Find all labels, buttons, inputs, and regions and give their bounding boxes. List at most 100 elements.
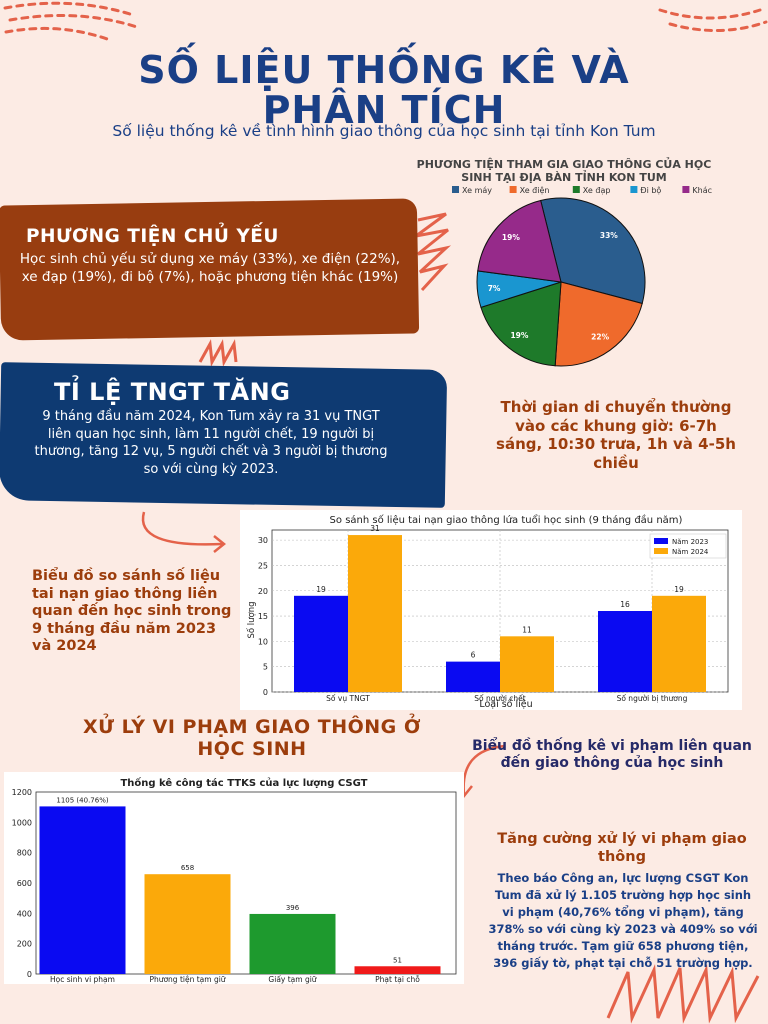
cmp-bar: [446, 661, 500, 692]
ttks-xtick-label: Phương tiện tạm giữ: [149, 975, 226, 984]
cmp-xtick-label: Số vụ TNGT: [326, 694, 370, 703]
pie-legend-swatch: [630, 186, 638, 193]
pie-legend-swatch: [572, 186, 580, 193]
cmp-ytick-label: 15: [258, 612, 268, 621]
pie-slice-label: 22%: [591, 333, 609, 342]
ttks-ytick-label: 0: [27, 970, 32, 979]
cmp-xtick-label: Số người bị thương: [617, 694, 688, 703]
pie-title-line2: SINH TẠI ĐỊA BÀN TỈNH KON TUM: [461, 170, 666, 184]
ttks-xtick-label: Giấy tạm giữ: [268, 975, 317, 984]
pie-slice-label: 19%: [510, 331, 528, 340]
cmp-legend-label: Năm 2024: [672, 548, 709, 556]
cmp-legend-label: Năm 2023: [672, 538, 708, 546]
pie-legend-label: Khác: [692, 186, 712, 195]
vehicle-body: Học sinh chủ yếu sử dụng xe máy (33%), x…: [19, 251, 401, 285]
ttks-plot: 0 200 400 600 800 1000 1200 1105 (40.76%) Học si…: [12, 788, 457, 984]
statistics-caption: Biểu đồ thống kê vi phạm liên quan đến g…: [472, 738, 752, 771]
compare-caption: Biểu đồ so sánh số liệu tai nạn giao thô…: [32, 568, 232, 654]
cmp-ylabel: Số lượng: [246, 601, 257, 638]
cmp-legend-swatch: [654, 548, 668, 554]
cmp-bar-label: 31: [370, 524, 380, 533]
cmp-ytick-label: 30: [258, 536, 268, 545]
ttks-bar-label: 51: [393, 956, 402, 964]
ttks-bar-label: 658: [181, 864, 194, 872]
cmp-plot: 0 5 10 15 20 25 30 19 31 Số vụ TNGT 6 11 Số người ch…: [258, 524, 729, 703]
ttks-bar: [39, 806, 126, 974]
pie-legend: Xe máy Xe điện Xe đạp Đi bộ Khác: [452, 185, 712, 196]
cmp-bar-label: 19: [674, 585, 684, 594]
page-title: SỐ LIỆU THỐNG KÊ VÀ PHÂN TÍCH: [0, 50, 768, 130]
accident-compare-chart: So sánh số liệu tai nạn giao thông lứa t…: [246, 513, 729, 710]
cmp-bar-label: 6: [471, 651, 476, 660]
pie-slice: [480, 281, 562, 367]
violations-section-title: XỬ LÝ VI PHẠM GIAO THÔNG Ở HỌC SINH: [0, 716, 504, 760]
ttks-ytick-label: 400: [17, 909, 32, 918]
ttks-ytick-label: 200: [17, 940, 32, 949]
ttks-xtick-label: Phạt tại chỗ: [375, 975, 420, 984]
pie-legend-label: Xe điện: [520, 185, 550, 195]
pie-slice: [554, 281, 643, 367]
ttks-xtick-label: Học sinh vi phạm: [50, 975, 115, 984]
pie-title-line1: PHƯƠNG TIỆN THAM GIA GIAO THÔNG CỦA HỌC: [417, 157, 712, 171]
cmp-bar-label: 11: [522, 625, 532, 634]
cmp-bar: [348, 535, 402, 692]
vehicle-heading: PHƯƠNG TIỆN CHỦ YẾU: [26, 226, 279, 247]
pie-slice: [477, 199, 562, 283]
enforcement-body: Theo báo Công an, lực lượng CSGT Kon Tum…: [488, 871, 758, 970]
accident-body: 9 tháng đầu năm 2024, Kon Tum xảy ra 31 …: [34, 409, 388, 477]
cmp-ytick-label: 5: [263, 663, 268, 672]
pie-slice-label: 7%: [488, 284, 501, 293]
ttks-bar: [249, 913, 336, 974]
violations-title-line1: XỬ LÝ VI PHẠM GIAO THÔNG Ở: [83, 716, 421, 738]
cmp-bar: [652, 595, 706, 692]
pie-legend-swatch: [682, 186, 690, 193]
ttks-ytick-label: 600: [17, 879, 32, 888]
decorative-scribble-bottomright: [606, 964, 760, 1024]
ttks-ytick-label: 1200: [12, 788, 32, 797]
accident-heading: TỈ LỆ TNGT TĂNG: [54, 378, 291, 406]
ttks-frame: [35, 791, 457, 975]
cmp-bar: [500, 636, 554, 692]
vehicle-pie-chart: PHƯƠNG TIỆN THAM GIA GIAO THÔNG CỦA HỌC …: [417, 157, 712, 367]
travel-time-text: Thời gian di chuyển thường vào các khung…: [496, 398, 736, 472]
pie-legend-swatch: [452, 186, 459, 193]
ttks-bar: [354, 966, 441, 974]
cmp-bar: [598, 611, 652, 692]
cmp-xlabel: Loại số liệu: [479, 699, 532, 710]
pie-slice: [540, 197, 646, 305]
pie-slices: 33% 22% 19% 7% 19%: [476, 197, 646, 367]
ttks-panel: Thống kê công tác TTKS của lực lượng CSG…: [4, 772, 464, 984]
ttks-chart: Thống kê công tác TTKS của lực lượng CSG…: [12, 776, 457, 984]
page-subtitle: Số liệu thống kê về tình hình giao thông…: [112, 122, 656, 140]
cmp-ytick-label: 20: [258, 587, 268, 596]
cmp-bar-label: 16: [620, 600, 630, 609]
decorative-squiggle: [198, 339, 238, 367]
ttks-ytick-label: 1000: [12, 818, 32, 827]
decorative-arrow-curve: [141, 511, 227, 553]
cmp-ytick-label: 0: [263, 688, 268, 697]
pie-legend-swatch: [509, 186, 517, 193]
cmp-xtick-label: Số người chết: [474, 694, 526, 703]
ttks-ytick-label: 800: [17, 849, 32, 858]
ttks-title: Thống kê công tác TTKS của lực lượng CSG…: [120, 776, 367, 789]
decorative-scribble-topright: [658, 8, 768, 32]
cmp-ytick-label: 25: [258, 561, 268, 570]
pie-slice-label: 19%: [502, 233, 520, 242]
violations-title-line2: HỌC SINH: [197, 738, 307, 760]
accident-compare-panel: So sánh số liệu tai nạn giao thông lứa t…: [240, 510, 742, 710]
pie-legend-label: Đi bộ: [640, 185, 661, 195]
ttks-bar: [144, 874, 231, 974]
cmp-title: So sánh số liệu tai nạn giao thông lứa t…: [330, 513, 683, 526]
page-title-line1: SỐ LIỆU THỐNG KÊ VÀ: [138, 48, 630, 92]
decorative-scribble-middle: [415, 212, 452, 292]
pie-legend-label: Xe máy: [462, 186, 492, 195]
page-title-line2: PHÂN TÍCH: [262, 88, 506, 132]
ttks-bar-label: 396: [286, 904, 300, 912]
cmp-ytick-label: 10: [258, 637, 268, 646]
enforcement-title: Tăng cường xử lý vi phạm giao thông: [497, 831, 747, 865]
cmp-legend-swatch: [654, 538, 668, 544]
cmp-bar: [294, 595, 348, 692]
pie-slice-label: 33%: [600, 231, 618, 240]
cmp-bar-label: 19: [316, 585, 326, 594]
pie-legend-label: Xe đạp: [583, 186, 611, 196]
